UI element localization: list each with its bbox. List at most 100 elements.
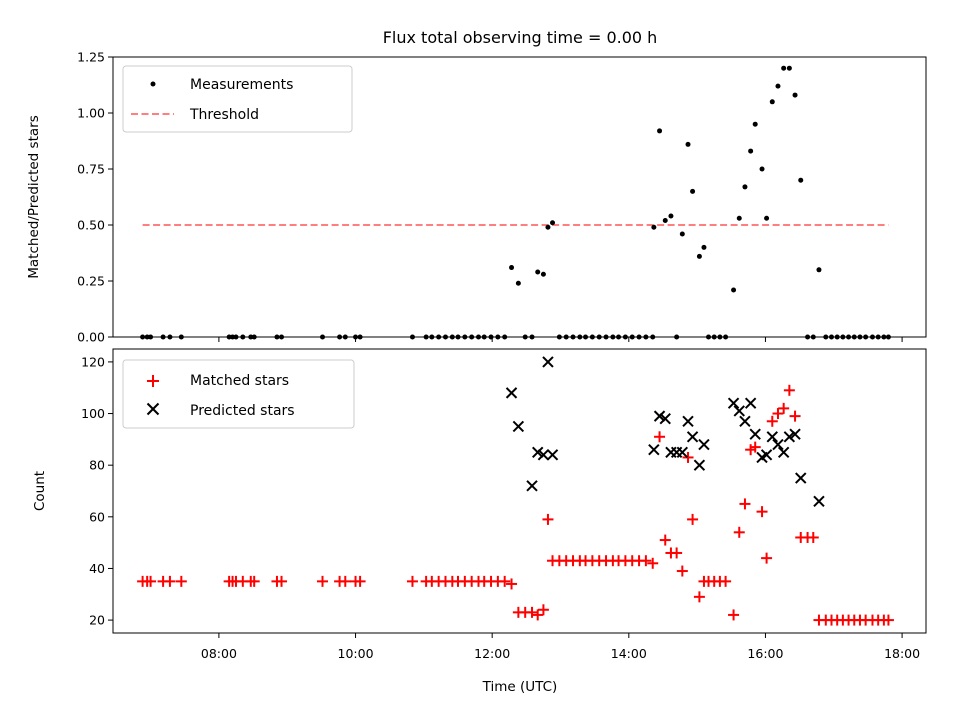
matched-star-point bbox=[739, 498, 751, 510]
measurement-point bbox=[515, 280, 521, 286]
matched-star-point bbox=[882, 614, 894, 626]
matched-star-point bbox=[526, 606, 538, 618]
measurement-point bbox=[775, 83, 781, 89]
measurement-point bbox=[696, 253, 702, 259]
matched-star-point bbox=[542, 513, 554, 525]
predicted-star-point bbox=[795, 472, 807, 484]
matched-star-point bbox=[659, 534, 671, 546]
predicted-star-point bbox=[537, 449, 550, 461]
x-tick-label: 18:00 bbox=[884, 646, 920, 661]
matched-star-point bbox=[506, 578, 518, 590]
predicted-star-point bbox=[744, 397, 757, 409]
predicted-star-point bbox=[693, 459, 706, 471]
bottom-y-axis-label: Count bbox=[32, 471, 48, 511]
predicted-star-point bbox=[777, 446, 790, 458]
predicted-star-point bbox=[749, 428, 761, 440]
matched-star-point bbox=[720, 575, 732, 587]
top-y-tick-label: 1.00 bbox=[77, 106, 105, 121]
measurement-point bbox=[662, 218, 668, 224]
measurement-point bbox=[748, 148, 754, 154]
measurement-point bbox=[764, 215, 770, 221]
predicted-star-point bbox=[813, 495, 825, 508]
matched-star-point bbox=[761, 552, 773, 564]
matched-star-point bbox=[537, 604, 549, 616]
matched-star-point bbox=[499, 575, 511, 587]
measurement-point bbox=[752, 121, 758, 127]
measurement-point bbox=[742, 184, 748, 190]
matched-star-point bbox=[693, 591, 705, 603]
measurement-point bbox=[690, 188, 696, 194]
matched-star-point bbox=[317, 575, 329, 587]
top-legend-box bbox=[122, 65, 353, 133]
matched-star-point bbox=[778, 402, 790, 414]
matched-star-point bbox=[647, 557, 659, 569]
bottom-x-ticks: 08:00 10:00 12:00 14:00 16:00 18:00 bbox=[201, 633, 920, 661]
matched-star-point bbox=[640, 555, 652, 567]
measurement-point bbox=[769, 99, 775, 105]
x-tick-label: 08:00 bbox=[201, 646, 237, 661]
predicted-star-point bbox=[686, 431, 699, 443]
measurement-point bbox=[550, 220, 556, 226]
chart-title: Flux total observing time = 0.00 h bbox=[383, 28, 658, 47]
bottom-y-tick-label: 120 bbox=[81, 354, 105, 369]
x-tick-label: 10:00 bbox=[338, 646, 374, 661]
measurement-point bbox=[736, 215, 742, 221]
matched-star-point bbox=[654, 431, 666, 443]
bottom-legend-box bbox=[122, 359, 355, 429]
bottom-y-ticks: 20 40 60 80 100 120 bbox=[81, 354, 113, 628]
measurement-point bbox=[540, 271, 546, 277]
measurement-point bbox=[685, 141, 691, 147]
predicted-star-point bbox=[648, 443, 660, 456]
measurement-point bbox=[786, 65, 792, 71]
predicted-star-point bbox=[682, 415, 694, 427]
legend-matched-marker bbox=[147, 375, 159, 387]
bottom-panel-marks bbox=[137, 356, 894, 626]
matched-star-point bbox=[145, 575, 157, 587]
predicted-star-point bbox=[546, 449, 559, 461]
predicted-star-point bbox=[653, 410, 666, 422]
predicted-star-point bbox=[698, 438, 710, 451]
bottom-y-tick-label: 60 bbox=[89, 509, 105, 524]
matched-star-point bbox=[687, 513, 699, 525]
top-panel: Flux total observing time = 0.00 h 0.00 0… bbox=[26, 28, 927, 345]
matched-star-point bbox=[682, 451, 694, 463]
predicted-star-point bbox=[526, 480, 538, 492]
matched-star-point bbox=[354, 575, 366, 587]
bottom-panel: 20 40 60 80 100 120 08:00 10:00 12:00 14:00 16:00… bbox=[32, 348, 927, 695]
matched-star-point bbox=[406, 575, 418, 587]
predicted-star-point bbox=[727, 397, 740, 409]
measurement-point bbox=[701, 244, 707, 250]
matched-star-point bbox=[807, 531, 819, 543]
measurement-point bbox=[798, 177, 804, 183]
predicted-star-point bbox=[532, 446, 544, 458]
measurement-point bbox=[668, 213, 674, 219]
matched-star-point bbox=[766, 415, 778, 427]
legend-measurements-marker bbox=[150, 81, 156, 87]
measurement-point bbox=[792, 92, 798, 98]
measurement-point bbox=[731, 287, 737, 293]
bottom-panel-frame bbox=[112, 348, 927, 634]
matched-star-point bbox=[756, 506, 768, 518]
matched-star-point bbox=[749, 441, 761, 453]
top-panel-marks bbox=[140, 65, 891, 340]
measurement-point bbox=[657, 128, 663, 134]
predicted-star-point bbox=[789, 428, 801, 440]
predicted-star-point bbox=[739, 415, 751, 427]
matched-star-point bbox=[671, 547, 683, 559]
measurement-point bbox=[535, 269, 541, 275]
top-y-tick-label: 0.00 bbox=[77, 330, 105, 345]
x-tick-label: 12:00 bbox=[474, 646, 510, 661]
top-y-tick-label: 0.75 bbox=[77, 162, 105, 177]
predicted-star-point bbox=[542, 356, 554, 368]
bottom-y-tick-label: 40 bbox=[89, 561, 105, 576]
matched-star-point bbox=[532, 609, 544, 621]
legend-threshold-label: Threshold bbox=[189, 107, 259, 123]
matched-star-point bbox=[248, 575, 260, 587]
measurement-point bbox=[679, 231, 685, 237]
measurement-point bbox=[651, 224, 657, 230]
predicted-star-point bbox=[676, 446, 689, 458]
top-x-ticks bbox=[218, 337, 903, 342]
measurement-point bbox=[509, 265, 515, 271]
legend-predicted-label: Predicted stars bbox=[190, 403, 295, 419]
